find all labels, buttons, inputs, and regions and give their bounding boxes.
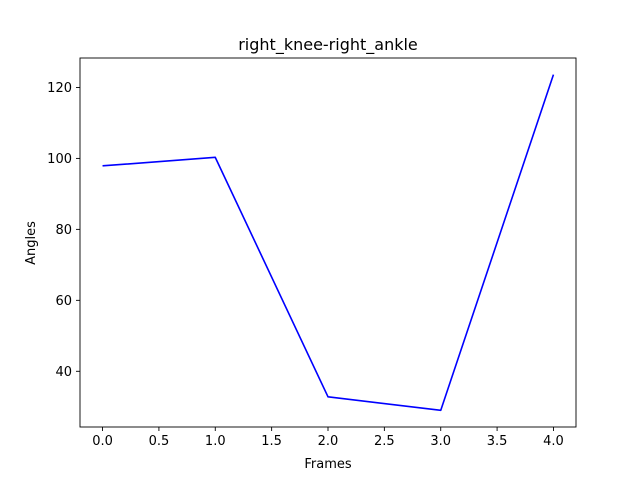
x-tick-label: 1.0: [205, 434, 226, 449]
x-tick-label: 3.0: [430, 434, 451, 449]
series-line-0: [102, 74, 555, 412]
x-tick-label: 2.5: [374, 434, 395, 449]
x-tick-label: 1.5: [261, 434, 282, 449]
chart-title: right_knee-right_ankle: [238, 35, 418, 55]
y-tick-label: 100: [47, 152, 72, 167]
y-tick-label: 40: [55, 365, 72, 380]
y-tick-label: 120: [47, 81, 72, 96]
x-tick-label: 2.0: [318, 434, 339, 449]
y-axis-label: Angles: [24, 221, 39, 265]
y-tick-label: 60: [55, 294, 72, 309]
x-tick-label: 4.0: [543, 434, 564, 449]
axes-frame: [79, 57, 577, 428]
y-tick-label: 80: [55, 223, 72, 238]
x-tick-label: 0.5: [149, 434, 170, 449]
plot-area: 0.0 0.5 1.0 1.5 2.0 2.5 3.0 3.5 4.0 40 60 80 100 120: [47, 57, 577, 449]
x-axis-label: Frames: [304, 457, 352, 472]
x-tick-label: 3.5: [487, 434, 508, 449]
x-tick-label: 0.0: [92, 434, 113, 449]
